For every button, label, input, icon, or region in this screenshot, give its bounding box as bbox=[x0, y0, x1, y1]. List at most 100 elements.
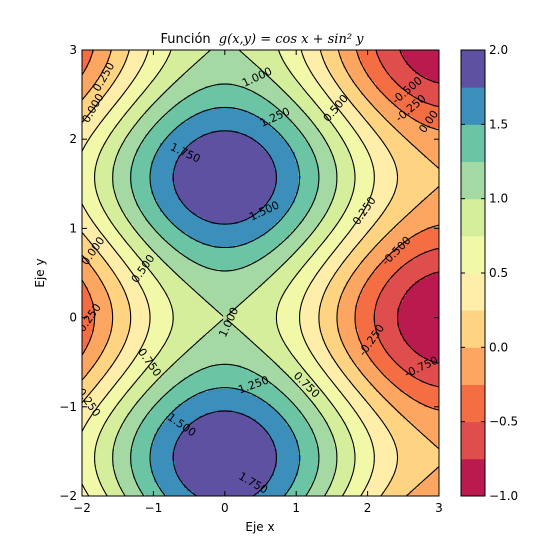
contour-band-cell bbox=[325, 62, 344, 66]
contour-band-cell bbox=[157, 482, 185, 486]
contour-band-cell bbox=[349, 278, 368, 282]
contour-band-cell bbox=[355, 449, 374, 453]
contour-band-cell bbox=[82, 458, 95, 462]
contour-band-cell bbox=[82, 302, 95, 306]
contour-band-cell bbox=[97, 104, 116, 108]
contour-band-cell bbox=[115, 158, 134, 162]
contour-band-cell bbox=[307, 62, 326, 66]
contour-band-cell bbox=[427, 227, 439, 231]
contour-band-cell bbox=[310, 425, 329, 429]
contour-band-cell bbox=[136, 251, 155, 255]
contour-band-cell bbox=[184, 353, 266, 357]
contour-band-cell bbox=[109, 389, 128, 393]
contour-band-cell bbox=[403, 299, 439, 303]
contour-band-cell bbox=[289, 284, 311, 288]
contour-band-cell bbox=[361, 59, 380, 63]
contour-band-cell bbox=[319, 320, 338, 324]
contour-band-cell bbox=[343, 263, 362, 267]
contour-band-cell bbox=[376, 245, 401, 249]
contour-band-cell bbox=[82, 299, 92, 303]
contour-band-cell bbox=[133, 227, 155, 231]
contour-band-cell bbox=[271, 158, 296, 162]
contour-band-cell bbox=[94, 326, 113, 330]
contour-band-cell bbox=[379, 335, 404, 339]
contour-band-cell bbox=[271, 476, 296, 480]
contour-band-cell bbox=[103, 425, 122, 429]
contour-band-cell bbox=[172, 410, 218, 414]
contour-band-cell bbox=[331, 428, 350, 432]
contour-band-cell bbox=[415, 95, 439, 99]
contour-band-cell bbox=[295, 158, 317, 162]
contour-band-cell bbox=[181, 230, 269, 234]
contour-band-cell bbox=[199, 338, 251, 342]
contour-band-cell bbox=[430, 473, 439, 477]
contour-band-cell bbox=[325, 140, 344, 144]
contour-band-cell bbox=[253, 137, 284, 141]
contour-band-cell bbox=[352, 80, 374, 84]
contour-band-cell bbox=[274, 272, 299, 276]
contour-band-cell bbox=[352, 251, 371, 255]
contour-band-cell bbox=[409, 92, 439, 96]
contour-band-cell bbox=[367, 278, 392, 282]
contour-band-cell bbox=[430, 194, 439, 198]
contour-band-cell bbox=[358, 338, 380, 342]
contour-band-cell bbox=[271, 359, 299, 363]
contour-band-cell bbox=[277, 410, 302, 414]
contour-band-cell bbox=[289, 347, 311, 351]
contour-band-cell bbox=[355, 83, 377, 87]
contour-band-cell bbox=[127, 110, 146, 114]
contour-band-cell bbox=[322, 368, 341, 372]
contour-band-cell bbox=[106, 236, 125, 240]
contour-band-cell bbox=[265, 401, 293, 405]
contour-band-cell bbox=[82, 104, 98, 108]
contour-band-cell bbox=[259, 491, 287, 495]
contour-band-cell bbox=[436, 164, 439, 168]
contour-band-cell bbox=[160, 284, 191, 288]
contour-band-cell bbox=[376, 311, 398, 315]
contour-band-cell bbox=[88, 494, 107, 496]
contour-band-cell bbox=[367, 230, 392, 234]
contour-band-cell bbox=[394, 158, 431, 162]
contour-band-cell bbox=[424, 356, 439, 360]
contour-band-cell bbox=[157, 353, 185, 357]
contour-band-cell bbox=[109, 392, 128, 396]
contour-band-cell bbox=[175, 224, 275, 228]
contour-band-cell bbox=[178, 275, 272, 279]
contour-band-cell bbox=[163, 212, 194, 216]
contour-band-cell bbox=[283, 341, 308, 345]
contour-band-cell bbox=[151, 314, 173, 318]
contour-band-cell bbox=[340, 86, 359, 90]
contour-band-cell bbox=[250, 293, 284, 297]
contour-band-cell bbox=[337, 317, 356, 321]
contour-band-cell bbox=[121, 377, 140, 381]
contour-band-cell bbox=[115, 383, 134, 387]
contour-band-cell bbox=[283, 263, 305, 267]
contour-band-cell bbox=[397, 320, 439, 324]
contour-band-cell bbox=[124, 494, 146, 496]
contour-band-cell bbox=[166, 239, 197, 243]
contour-band-cell bbox=[112, 329, 131, 333]
contour-band-cell bbox=[82, 416, 92, 420]
contour-band-cell bbox=[385, 116, 413, 120]
contour-line bbox=[373, 50, 439, 388]
contour-band-cell bbox=[172, 176, 278, 180]
contour-band-cell bbox=[115, 194, 134, 198]
contour-band-cell bbox=[313, 380, 332, 384]
contour-band-cell bbox=[310, 209, 329, 213]
contour-band-cell bbox=[118, 155, 137, 159]
contour-band-cell bbox=[82, 155, 101, 159]
contour-band-cell bbox=[106, 341, 125, 345]
contour-band-cell bbox=[94, 245, 113, 249]
contour-band-cell bbox=[406, 263, 439, 267]
contour-band-cell bbox=[349, 203, 368, 207]
contour-band-cell bbox=[91, 110, 110, 114]
contour-band-cell bbox=[85, 398, 104, 402]
contour-band-cell bbox=[340, 335, 359, 339]
contour-band-cell bbox=[100, 122, 119, 126]
contour-band-cell bbox=[112, 173, 131, 177]
contour-band-cell bbox=[394, 470, 434, 474]
contour-band-cell bbox=[310, 485, 332, 489]
contour-band-cell bbox=[181, 278, 269, 282]
contour-band-cell bbox=[124, 260, 143, 264]
contour-band-cell bbox=[379, 368, 404, 372]
